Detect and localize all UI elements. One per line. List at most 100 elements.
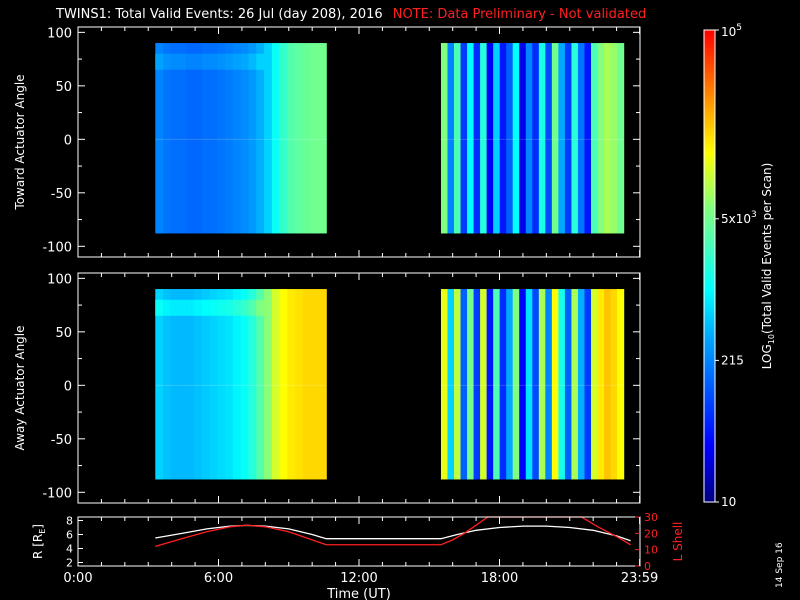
toward-heatmap-band: [155, 53, 164, 70]
away-heatmap-cell: [506, 289, 514, 480]
orbit-frame: [77, 516, 641, 567]
away-heatmap-cell: [310, 289, 320, 480]
away-heatmap-band: [194, 299, 203, 316]
away-heatmap-cell: [551, 289, 559, 480]
away-heatmap-cell: [460, 289, 468, 480]
toward-heatmap-cell: [610, 43, 618, 234]
toward-ytick-label: -50: [51, 187, 72, 202]
away-heatmap-cell: [295, 289, 304, 480]
away-heatmap-band: [232, 299, 242, 316]
lshell-axis-label: L Shell: [671, 522, 685, 562]
toward-heatmap-cell: [264, 43, 273, 234]
toward-heatmap-cell: [271, 43, 281, 234]
toward-heatmap-cell: [279, 43, 288, 234]
toward-heatmap-cell: [454, 43, 462, 234]
toward-ytick-label: 100: [47, 26, 72, 41]
toward-heatmap-cell: [217, 43, 226, 234]
toward-heatmap-cell: [532, 43, 540, 234]
radius-ytick-label: 2: [66, 557, 73, 570]
away-heatmap-cell: [467, 289, 475, 480]
toward-heatmap-cell: [584, 43, 592, 234]
toward-heatmap-cell: [538, 43, 546, 234]
away-heatmap-cell: [170, 289, 180, 480]
toward-heatmap-cell: [186, 43, 195, 234]
away-heatmap-cell: [178, 289, 187, 480]
toward-heatmap-cell: [209, 43, 219, 234]
toward-heatmap-band: [240, 53, 250, 70]
away-heatmap-cell: [279, 289, 288, 480]
toward-heatmap-cell: [558, 43, 566, 234]
toward-heatmap-cell: [440, 43, 449, 234]
away-heatmap-band: [178, 299, 187, 316]
away-ytick-label: 100: [47, 272, 72, 287]
away-heatmap-cell: [584, 289, 592, 480]
toward-ytick-label: 50: [55, 80, 72, 95]
away-heatmap-cell: [480, 289, 488, 480]
lshell-line: [155, 516, 631, 548]
away-heatmap-band: [248, 299, 257, 316]
toward-heatmap-cell: [232, 43, 242, 234]
away-heatmap-cell: [499, 289, 507, 480]
away-heatmap-band: [186, 299, 195, 316]
colorbar: 105 5x103 215 10 LOG10(Total Valid Events pe…: [703, 23, 776, 509]
away-heatmap-cell: [577, 289, 586, 480]
away-ytick-label: 50: [55, 326, 72, 341]
toward-heatmap-band: [170, 53, 180, 70]
toward-heatmap-cell: [201, 43, 211, 234]
toward-heatmap-cell: [486, 43, 494, 234]
toward-heatmap-band: [248, 53, 257, 70]
away-heatmap-cell: [473, 289, 481, 480]
away-heatmap-band: [256, 299, 265, 316]
toward-heatmap-band: [201, 53, 211, 70]
time-tick-label: 6:00: [204, 571, 233, 586]
colorbar-tick-label: 105: [721, 23, 742, 39]
toward-heatmap-cell: [473, 43, 481, 234]
toward-heatmap-cell: [545, 43, 553, 234]
toward-heatmap-cell: [287, 43, 296, 234]
away-heatmap-cell: [271, 289, 281, 480]
away-heatmap-band: [225, 299, 234, 316]
toward-heatmap-cell: [170, 43, 180, 234]
toward-heatmap-band: [217, 53, 226, 70]
preliminary-note: NOTE: Data Preliminary - Not validated: [392, 7, 647, 22]
time-axis-label: Time (UT): [326, 587, 391, 600]
toward-heatmap-cell: [597, 43, 605, 234]
toward-heatmap-band: [256, 53, 265, 70]
toward-ytick-label: -100: [42, 240, 72, 255]
toward-heatmap-cell: [310, 43, 320, 234]
toward-heatmap-cell: [225, 43, 234, 234]
away-heatmap-band: [201, 299, 211, 316]
away-heatmap-cell: [155, 289, 164, 480]
toward-heatmap-cell: [551, 43, 559, 234]
away-heatmap-cell: [519, 289, 527, 480]
radius-ytick-label: 8: [66, 515, 73, 528]
away-heatmap-cell: [525, 289, 533, 480]
toward-heatmap-cell: [493, 43, 501, 234]
away-heatmap-cell: [163, 289, 172, 480]
away-heatmap-cell: [240, 289, 250, 480]
away-heatmap-cell: [617, 289, 625, 480]
toward-heatmap-cell: [194, 43, 203, 234]
toward-heatmap-cell: [519, 43, 527, 234]
away-heatmap-cell: [571, 289, 579, 480]
plot-title: TWINS1: Total Valid Events: 26 Jul (day …: [56, 7, 646, 22]
away-heatmap-cell: [256, 289, 265, 480]
toward-ytick-label: 0: [64, 133, 72, 148]
away-heatmap-cell: [493, 289, 501, 480]
colorbar-gradient: [703, 29, 716, 503]
away-ylabel: Away Actuator Angle: [13, 325, 27, 450]
lshell-ytick-label: 20: [644, 527, 658, 540]
colorbar-tick-label: 5x103: [721, 210, 757, 226]
lshell-ytick-label: 0: [644, 560, 651, 573]
toward-heatmap-cell: [460, 43, 468, 234]
toward-heatmap-cell: [163, 43, 172, 234]
away-heatmap-cell: [545, 289, 553, 480]
toward-heatmap-band: [209, 53, 219, 70]
toward-heatmap-cell: [525, 43, 533, 234]
toward-heatmap-cell: [256, 43, 265, 234]
away-heatmap-cell: [248, 289, 257, 480]
toward-heatmap-cell: [512, 43, 520, 234]
toward-heatmap-cell: [240, 43, 250, 234]
away-heatmap-cell: [287, 289, 296, 480]
